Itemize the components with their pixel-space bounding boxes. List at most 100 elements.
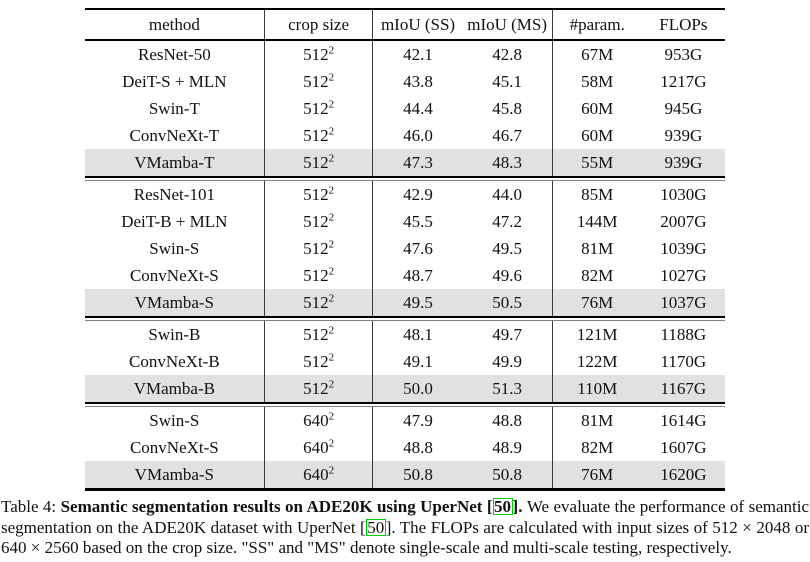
method-cell: ConvNeXt-S	[85, 434, 265, 461]
miou-ms-cell: 49.5	[462, 235, 553, 262]
crop-size-cell: 5122	[264, 68, 374, 95]
miou-ss-cell: 45.5	[403, 211, 433, 231]
caption-title-text: Semantic segmentation results on ADE20K …	[60, 497, 487, 516]
table-row: ConvNeXt-T 5122 46.0 46.7 60M 939G	[85, 122, 725, 149]
column-header-crop-size: crop size	[264, 9, 374, 41]
params-cell: 82M	[581, 265, 614, 285]
crop-size-exponent: 2	[328, 377, 335, 390]
table-row: DeiT-B + MLN 5122 45.5 47.2 144M 2007G	[85, 208, 725, 235]
params-cell: 82M	[581, 437, 614, 457]
citation-50-link[interactable]: 50	[492, 497, 513, 516]
crop-size-cell: 5122	[264, 375, 374, 403]
miou-ms-cell: 45.1	[462, 68, 553, 95]
miou-ss-cell: 49.5	[372, 289, 463, 317]
crop-size-cell: 6402	[264, 406, 374, 434]
params-cell: 60M	[581, 98, 614, 118]
method-cell: VMamba-S	[85, 289, 265, 317]
params-cell: 121M	[576, 324, 618, 344]
miou-ss-cell: 48.7	[403, 265, 433, 285]
miou-ms-cell: 48.8	[462, 406, 553, 434]
params-cell: 110M	[552, 375, 642, 403]
crop-size-exponent: 2	[328, 183, 335, 196]
caption-bracket-close: ]	[512, 497, 519, 516]
group-separator-rule	[85, 176, 725, 181]
table-row: ResNet-101 5122 42.9 44.0 85M 1030G	[85, 180, 725, 208]
crop-size-cell: 5122	[264, 208, 374, 235]
crop-size-cell: 5122	[264, 289, 374, 317]
crop-size-exponent: 2	[328, 436, 335, 449]
column-header-miou-ss: mIoU (SS)	[372, 9, 463, 41]
method-cell: ConvNeXt-T	[85, 122, 265, 149]
miou-ms-cell: 42.8	[462, 40, 553, 68]
table-row: VMamba-B 5122 50.0 51.3 110M 1167G	[85, 375, 725, 403]
miou-ss-cell: 42.1	[403, 44, 433, 64]
caption-label: Table 4:	[1, 497, 61, 516]
table-row: ConvNeXt-B 5122 49.1 49.9 122M 1170G	[85, 348, 725, 375]
method-cell: Swin-S	[85, 406, 265, 434]
crop-size-cell: 5122	[264, 320, 374, 348]
flops-cell: 953G	[664, 44, 703, 64]
crop-size-cell: 5122	[264, 149, 374, 177]
miou-ss-cell: 50.0	[372, 375, 463, 403]
miou-ms-cell: 44.0	[462, 180, 553, 208]
table-header-row: method crop size mIoU (SS) mIoU (MS) #pa…	[85, 9, 725, 41]
crop-size-exponent: 2	[328, 70, 335, 83]
flops-cell: 939G	[664, 125, 703, 145]
method-cell: ConvNeXt-S	[85, 262, 265, 289]
caption-bracket-close-2: ]	[385, 517, 392, 537]
flops-cell: 1167G	[641, 375, 725, 403]
miou-ss-cell: 44.4	[403, 98, 433, 118]
caption-bracket-open-2: [	[360, 517, 366, 537]
crop-size-cell: 6402	[264, 434, 374, 461]
group-separator	[85, 402, 725, 407]
caption-title: Semantic segmentation results on ADE20K …	[61, 497, 527, 516]
column-header-miou-ms: mIoU (MS)	[462, 9, 553, 41]
crop-size-exponent: 2	[328, 291, 335, 304]
citation-50-link-2[interactable]: 50	[365, 517, 386, 537]
flops-cell: 939G	[641, 149, 725, 177]
miou-ss-cell: 48.1	[403, 324, 433, 344]
crop-size-exponent: 2	[328, 264, 335, 277]
crop-size-cell: 5122	[264, 122, 374, 149]
caption-bracket-open: [	[486, 497, 493, 516]
flops-cell: 1037G	[641, 289, 725, 317]
table-row: VMamba-T 5122 47.3 48.3 55M 939G	[85, 149, 725, 177]
crop-size-cell: 5122	[264, 40, 374, 68]
params-cell: 60M	[581, 125, 614, 145]
crop-size-cell: 5122	[264, 262, 374, 289]
flops-cell: 1217G	[660, 71, 707, 91]
table-caption: Table 4: Semantic segmentation results o…	[1, 497, 809, 559]
crop-size-exponent: 2	[328, 323, 335, 336]
miou-ss-cell: 47.6	[403, 238, 433, 258]
flops-cell: 1620G	[641, 461, 725, 490]
crop-size-exponent: 2	[328, 463, 335, 476]
column-header-flops: FLOPs	[641, 9, 725, 41]
crop-size-cell: 5122	[264, 235, 374, 262]
method-cell: DeiT-B + MLN	[85, 208, 265, 235]
crop-size-exponent: 2	[328, 124, 335, 137]
miou-ms-cell: 51.3	[462, 375, 553, 403]
flops-cell: 2007G	[660, 211, 707, 231]
table-row: ConvNeXt-S 5122 48.7 49.6 82M 1027G	[85, 262, 725, 289]
method-cell: DeiT-S + MLN	[85, 68, 265, 95]
miou-ss-cell: 49.1	[403, 351, 433, 371]
crop-size-exponent: 2	[328, 43, 335, 56]
params-cell: 67M	[581, 44, 614, 64]
params-cell: 85M	[581, 184, 614, 204]
params-cell: 81M	[581, 410, 614, 430]
miou-ms-cell: 49.7	[462, 320, 553, 348]
params-cell: 55M	[552, 149, 642, 177]
miou-ms-cell: 50.8	[462, 461, 553, 490]
table-row: Swin-B 5122 48.1 49.7 121M 1188G	[85, 320, 725, 348]
flops-cell: 1170G	[660, 351, 707, 371]
miou-ms-cell: 49.9	[462, 348, 553, 375]
crop-size-exponent: 2	[328, 350, 335, 363]
params-cell: 58M	[581, 71, 614, 91]
miou-ms-cell: 46.7	[462, 122, 553, 149]
crop-size-cell: 5122	[264, 180, 374, 208]
method-cell: VMamba-T	[85, 149, 265, 177]
column-header-params: #param.	[552, 9, 642, 41]
flops-cell: 1030G	[660, 184, 707, 204]
caption-body-1: We evaluate the performance of semantic …	[1, 497, 810, 537]
method-cell: ResNet-50	[85, 40, 265, 68]
